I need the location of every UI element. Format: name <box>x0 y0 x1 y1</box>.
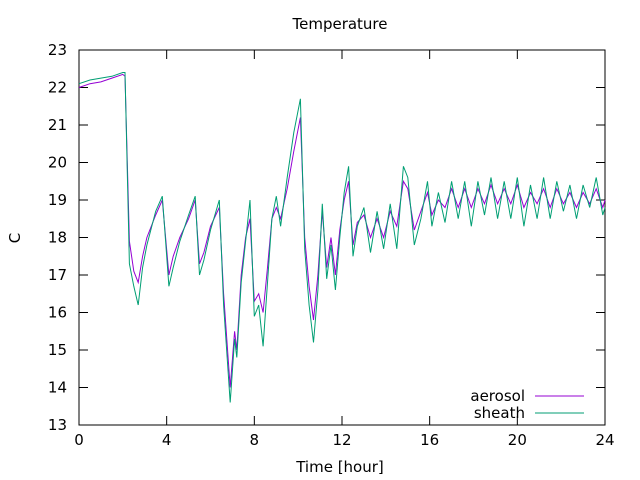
x-tick-label: 8 <box>250 431 260 449</box>
x-axis-label: Time [hour] <box>295 458 384 476</box>
y-tick-label: 23 <box>48 41 67 59</box>
x-tick-label: 16 <box>420 431 439 449</box>
legend-label-sheath: sheath <box>474 404 525 422</box>
y-tick-label: 20 <box>48 154 67 172</box>
y-tick-label: 14 <box>48 379 67 397</box>
y-tick-label: 19 <box>48 191 67 209</box>
series-line-sheath <box>78 72 606 403</box>
y-axis-label: C <box>6 233 24 243</box>
y-tick-label: 13 <box>48 416 67 434</box>
plot-frame <box>78 49 606 426</box>
series-line-aerosol <box>78 73 606 388</box>
y-tick-label: 22 <box>48 79 67 97</box>
x-tick-label: 20 <box>508 431 527 449</box>
y-tick-label: 16 <box>48 304 67 322</box>
y-tick-label: 15 <box>48 341 67 359</box>
x-tick-label: 4 <box>162 431 172 449</box>
x-tick-label: 12 <box>332 431 351 449</box>
plot-area: 13 14 15 16 17 18 19 20 21 22 23 0 4 8 12 16 20 24 <box>48 41 615 449</box>
x-tick-label: 24 <box>595 431 614 449</box>
legend-label-aerosol: aerosol <box>470 387 525 405</box>
x-tick-label: 0 <box>74 431 84 449</box>
y-tick-label: 18 <box>48 229 67 247</box>
y-tick-label: 17 <box>48 266 67 284</box>
chart-title: Temperature <box>291 15 387 33</box>
y-tick-label: 21 <box>48 116 67 134</box>
